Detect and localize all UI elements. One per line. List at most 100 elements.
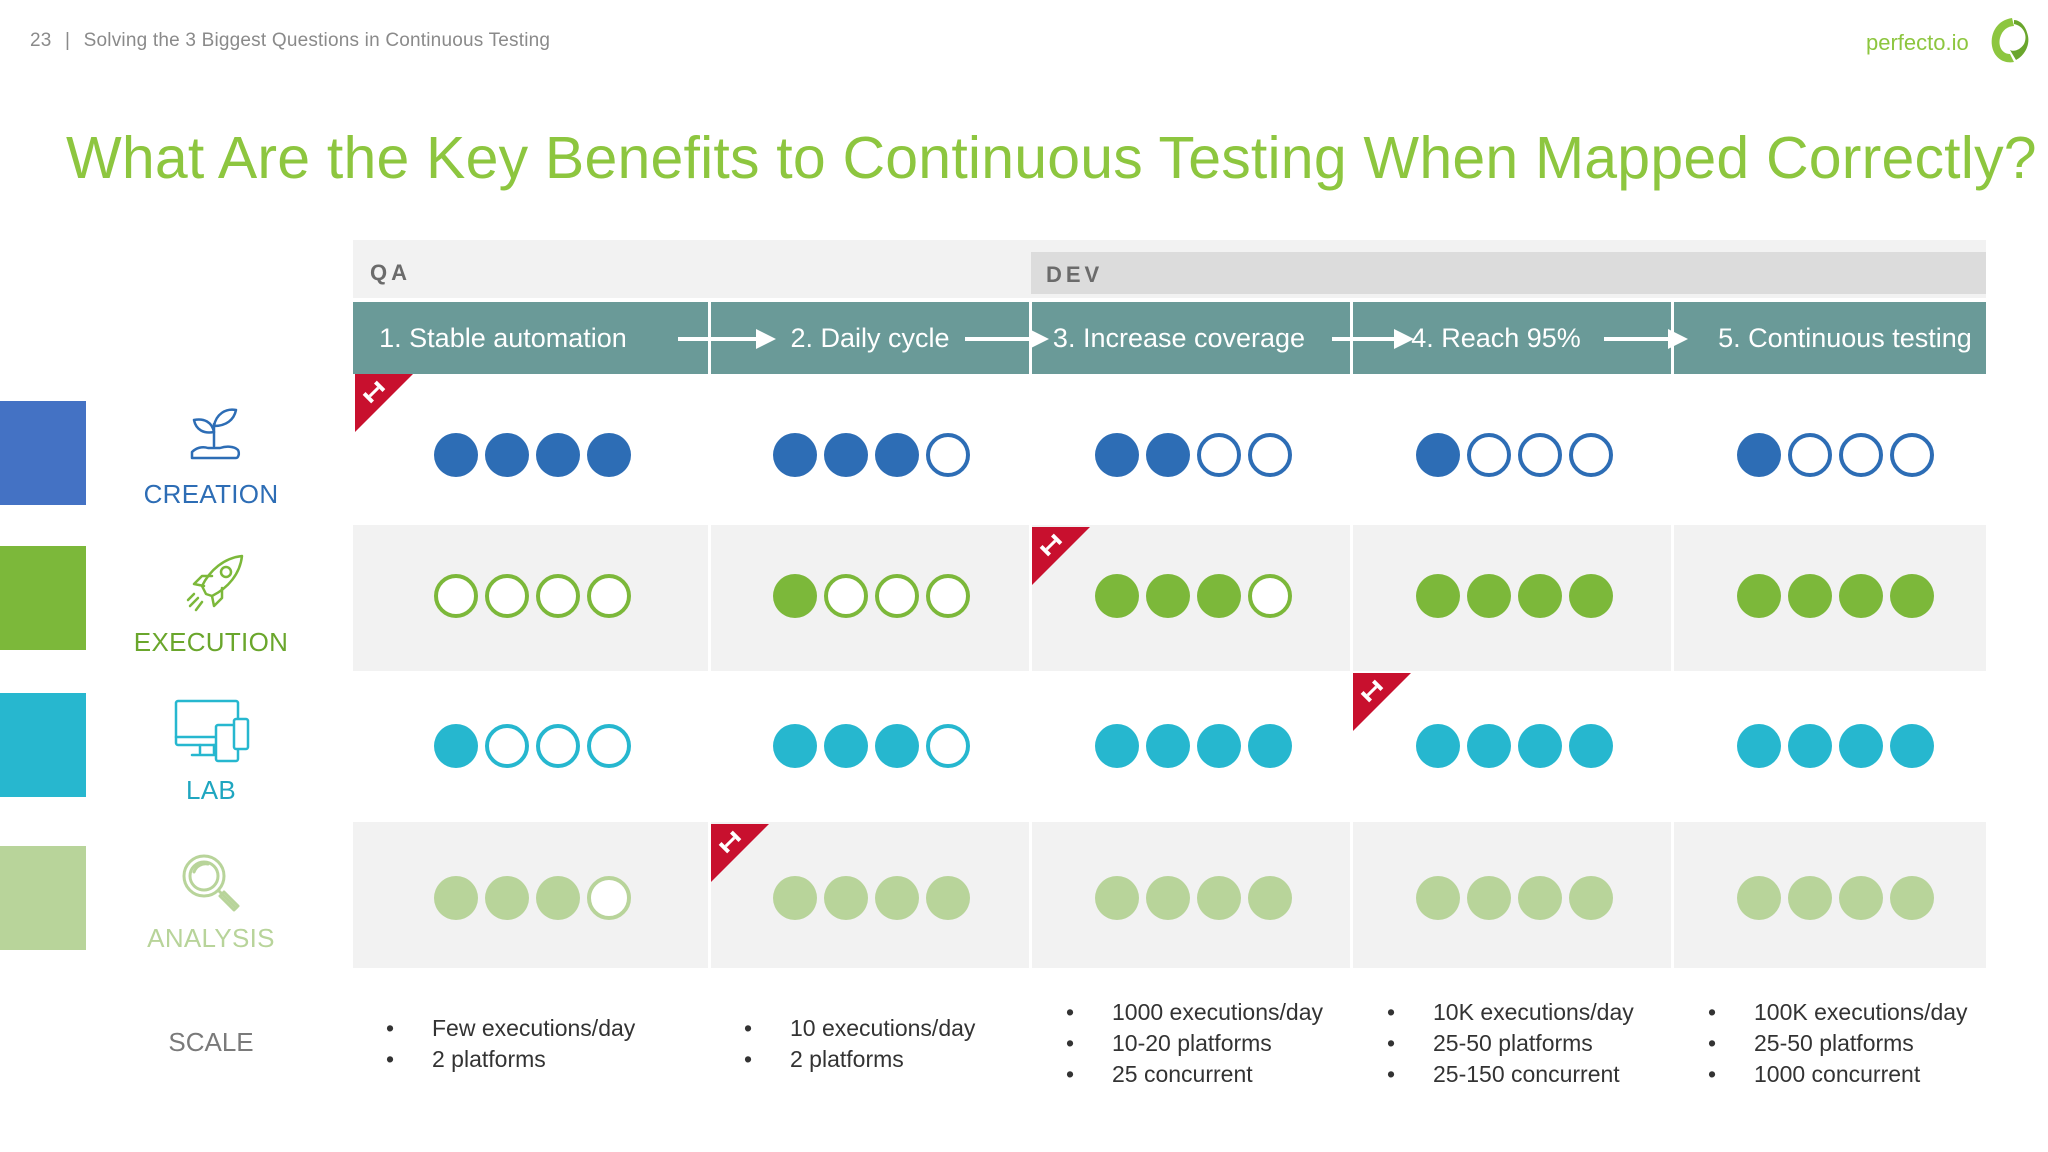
scale-label: SCALE (168, 1027, 254, 1057)
creation-color-swatch (0, 401, 86, 505)
rating-dots (1737, 433, 1941, 477)
rating-dots (1416, 724, 1620, 768)
filled-dot (1146, 724, 1190, 768)
empty-dot (485, 724, 529, 768)
arrow-right-icon (678, 329, 776, 349)
filled-dot (1197, 876, 1241, 920)
filled-dot (773, 724, 817, 768)
stage-label: 3. Increase coverage (1052, 322, 1306, 353)
page-number: 23 (30, 30, 52, 51)
scale-item: 25-50 platforms (1361, 1028, 1634, 1059)
filled-dot (1788, 724, 1832, 768)
filled-dot (824, 433, 868, 477)
filled-dot (485, 433, 529, 477)
scale-list-stage-4: 10K executions/day 25-50 platforms 25-15… (1361, 997, 1634, 1090)
empty-dot (587, 574, 631, 618)
scale-item: 1000 executions/day (1040, 997, 1323, 1028)
header-separator: | (65, 30, 71, 51)
filled-dot (1248, 724, 1292, 768)
filled-dot (1518, 876, 1562, 920)
filled-dot (1095, 724, 1139, 768)
magnifier-icon (182, 854, 240, 912)
rating-dots (434, 433, 638, 477)
slide-title: What Are the Key Benefits to Continuous … (66, 125, 2037, 191)
filled-dot (1095, 574, 1139, 618)
rating-dots (1416, 433, 1620, 477)
empty-dot (926, 433, 970, 477)
rating-dots (773, 724, 977, 768)
scale-item: 25 concurrent (1040, 1059, 1323, 1090)
empty-dot (587, 724, 631, 768)
filled-dot (773, 574, 817, 618)
slide-header: 23 | Solving the 3 Biggest Questions in … (30, 30, 550, 52)
milestone-flag-creation (355, 374, 413, 432)
filled-dot (1737, 574, 1781, 618)
dev-phase-label: DEV (1046, 262, 1104, 287)
filled-dot (1788, 574, 1832, 618)
filled-dot (1737, 876, 1781, 920)
filled-dot (824, 876, 868, 920)
empty-dot (926, 574, 970, 618)
filled-dot (1095, 876, 1139, 920)
stage-label: 4. Reach 95% (1411, 322, 1581, 353)
milestone-flag-analysis (711, 824, 769, 882)
row-label-creation: CREATION (143, 479, 279, 509)
rating-dots (1095, 724, 1299, 768)
filled-dot (1569, 574, 1613, 618)
devices-icon (174, 699, 250, 763)
arrow-right-icon (1332, 329, 1414, 349)
empty-dot (1197, 433, 1241, 477)
column-divider (1671, 374, 1674, 968)
rating-dots (1737, 724, 1941, 768)
arrow-right-icon (965, 329, 1049, 349)
empty-dot (536, 724, 580, 768)
scale-item: 1000 concurrent (1682, 1059, 1968, 1090)
scale-list-stage-3: 1000 executions/day 10-20 platforms 25 c… (1040, 997, 1323, 1090)
analysis-color-swatch (0, 846, 86, 950)
filled-dot (1890, 574, 1934, 618)
rating-dots (434, 574, 638, 618)
rating-dots (773, 876, 977, 920)
empty-dot (1248, 574, 1292, 618)
stage-label: 1. Stable automation (379, 322, 627, 353)
stage-label: 5. Continuous testing (1718, 322, 1972, 353)
milestone-flag-execution (1032, 527, 1090, 585)
empty-dot (824, 574, 868, 618)
scale-list-stage-1: Few executions/day 2 platforms (360, 1013, 635, 1075)
scale-item: Few executions/day (360, 1013, 635, 1044)
stage-header-3: 3. Increase coverage (1032, 302, 1350, 374)
scale-list-stage-2: 10 executions/day 2 platforms (718, 1013, 975, 1075)
empty-dot (875, 574, 919, 618)
scale-item: 2 platforms (718, 1044, 975, 1075)
column-divider (708, 374, 711, 968)
empty-dot (536, 574, 580, 618)
empty-dot (1248, 433, 1292, 477)
scale-item: 10 executions/day (718, 1013, 975, 1044)
dumbbell-icon (1039, 533, 1063, 557)
filled-dot (1737, 433, 1781, 477)
qa-phase-label: QA (370, 260, 411, 285)
arrow-right-icon (1604, 329, 1688, 349)
empty-dot (1467, 433, 1511, 477)
filled-dot (824, 724, 868, 768)
filled-dot (1416, 876, 1460, 920)
row-label-execution: EXECUTION (133, 627, 289, 657)
perfecto-logo-icon (1991, 18, 2029, 63)
filled-dot (1146, 574, 1190, 618)
filled-dot (1788, 876, 1832, 920)
filled-dot (536, 433, 580, 477)
filled-dot (773, 433, 817, 477)
row-label-analysis: ANALYSIS (147, 923, 275, 953)
rating-dots (1095, 574, 1299, 618)
filled-dot (875, 876, 919, 920)
filled-dot (536, 876, 580, 920)
empty-dot (1569, 433, 1613, 477)
filled-dot (1146, 433, 1190, 477)
filled-dot (875, 433, 919, 477)
filled-dot (773, 876, 817, 920)
filled-dot (434, 433, 478, 477)
filled-dot (587, 433, 631, 477)
rating-dots (1737, 574, 1941, 618)
rating-dots (1416, 876, 1620, 920)
filled-dot (1146, 876, 1190, 920)
